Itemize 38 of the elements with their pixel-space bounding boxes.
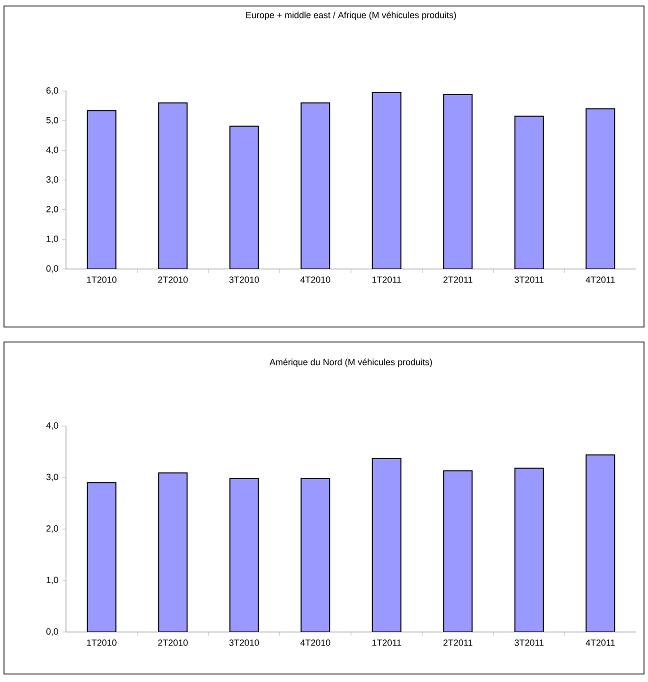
y-tick-label: 5,0 bbox=[46, 116, 58, 124]
bar bbox=[372, 92, 402, 269]
x-tick-label: 3T2010 bbox=[229, 276, 259, 283]
y-tick-label: 3,0 bbox=[46, 474, 58, 482]
bar bbox=[86, 110, 116, 269]
x-tick-label: 3T2011 bbox=[514, 640, 544, 646]
bar bbox=[300, 102, 330, 269]
x-tick-label: 1T2011 bbox=[372, 640, 402, 646]
x-tick-label: 1T2010 bbox=[87, 640, 116, 646]
y-tick-label: 2,0 bbox=[46, 206, 58, 214]
y-tick-label: 4,0 bbox=[46, 146, 58, 154]
bar bbox=[443, 94, 473, 269]
bar bbox=[514, 116, 544, 269]
chart-title: Europe + middle east / Afrique (M véhicules produits) bbox=[246, 12, 456, 20]
x-tick-label: 3T2011 bbox=[514, 276, 544, 283]
x-tick-label: 1T2010 bbox=[87, 276, 116, 283]
y-tick-label: 1,0 bbox=[46, 236, 58, 244]
bar bbox=[586, 108, 616, 269]
x-tick-label: 4T2010 bbox=[300, 640, 330, 646]
x-tick-label: 2T2010 bbox=[158, 640, 188, 646]
x-tick-label: 4T2011 bbox=[586, 276, 615, 283]
bar bbox=[158, 102, 188, 269]
x-tick-label: 2T2011 bbox=[443, 640, 472, 646]
x-tick-label: 2T2011 bbox=[443, 276, 472, 283]
y-tick-label: 6,0 bbox=[46, 87, 58, 95]
y-tick-label: 1,0 bbox=[46, 576, 58, 584]
y-tick-label: 0,0 bbox=[46, 628, 58, 636]
y-tick-label: 2,0 bbox=[46, 525, 58, 533]
y-tick-label: 4,0 bbox=[46, 422, 58, 430]
x-tick-label: 1T2011 bbox=[372, 276, 402, 283]
x-tick-label: 2T2010 bbox=[158, 276, 188, 283]
bar bbox=[229, 126, 259, 269]
x-tick-label: 4T2010 bbox=[300, 276, 330, 283]
y-tick-label: 3,0 bbox=[46, 176, 58, 184]
y-tick-label: 0,0 bbox=[46, 265, 58, 273]
x-tick-label: 4T2011 bbox=[586, 640, 615, 646]
chart-title: Amérique du Nord (M véhicules produits) bbox=[270, 358, 432, 368]
x-tick-label: 3T2010 bbox=[229, 640, 259, 646]
